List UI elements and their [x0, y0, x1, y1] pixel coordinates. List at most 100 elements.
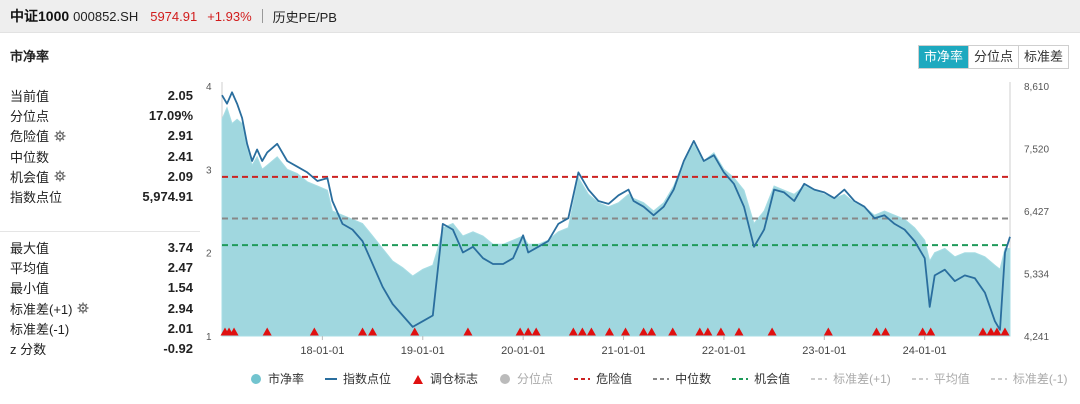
- breadcrumb[interactable]: 历史PE/PB: [272, 9, 337, 25]
- stat-label-wrap: 标准差(+1): [10, 299, 89, 318]
- legend-dash-icon: [990, 377, 1007, 380]
- rebalance-marker: [621, 327, 631, 336]
- stat-value: 2.01: [167, 320, 193, 336]
- tab-std-dev[interactable]: 标准差: [1018, 46, 1069, 68]
- stat-label: z 分数: [10, 342, 47, 358]
- index-line-series: [221, 91, 1011, 331]
- gear-icon[interactable]: [54, 130, 66, 142]
- stat-value: 2.09: [167, 168, 193, 184]
- rebalance-marker: [531, 327, 541, 336]
- x-tick-label: 22-01-01: [702, 345, 746, 357]
- rebalance-marker: [918, 327, 928, 336]
- legend-item[interactable]: 调仓标志: [412, 370, 478, 387]
- stats-panel-current: 当前值 2.05 分位点 17.09% 危险值 2.91 中位数 2.41 机会…: [0, 85, 200, 207]
- stat-row-std-minus: 标准差(-1) 2.01: [0, 318, 200, 338]
- rebalance-marker: [639, 327, 649, 336]
- stats-divider: [0, 231, 200, 232]
- rebalance-marker: [992, 327, 1002, 336]
- stat-row-z-score: z 分数 -0.92: [0, 338, 200, 358]
- stat-value: -0.92: [163, 341, 193, 357]
- stats-panel-distribution: 最大值 3.74 平均值 2.47 最小值 1.54 标准差(+1) 2.94 …: [0, 237, 200, 359]
- y-tick-label-right: 7,520: [1024, 145, 1049, 156]
- rebalance-marker: [881, 327, 891, 336]
- rebalance-marker: [695, 327, 705, 336]
- stat-label: 当前值: [10, 88, 50, 104]
- legend-item[interactable]: 市净率: [250, 370, 304, 387]
- index-name: 中证1000: [10, 8, 70, 24]
- legend-label: 中位数: [675, 372, 712, 386]
- stat-row-danger: 危险值 2.91: [0, 126, 200, 146]
- legend-dash-icon: [653, 377, 670, 380]
- stat-value: 2.91: [167, 128, 193, 144]
- rebalance-marker: [229, 327, 239, 336]
- rebalance-marker: [767, 327, 777, 336]
- stat-row-index-level: 指数点位 5,974.91: [0, 186, 200, 206]
- stat-value: 1.54: [167, 280, 193, 296]
- stat-row-max: 最大值 3.74: [0, 237, 200, 257]
- legend-label: 调仓标志: [430, 372, 479, 386]
- x-tick-label: 24-01-01: [903, 345, 947, 357]
- stat-label-wrap: 机会值: [10, 167, 66, 186]
- rebalance-marker: [586, 327, 596, 336]
- index-price: 5974.91: [150, 8, 198, 24]
- legend-triangle-icon: [413, 374, 424, 384]
- rebalance-marker: [523, 327, 533, 336]
- legend-item[interactable]: 指数点位: [325, 370, 391, 387]
- rebalance-marker: [871, 327, 881, 336]
- legend-item[interactable]: 标准差(+1): [811, 370, 891, 387]
- rebalance-marker: [978, 327, 988, 336]
- stat-value: 2.47: [167, 259, 193, 275]
- section-title: 市净率: [10, 49, 50, 64]
- stat-row-median: 中位数 2.41: [0, 146, 200, 166]
- stat-row-current: 当前值 2.05: [0, 85, 200, 105]
- x-tick-label: 23-01-01: [802, 345, 846, 357]
- y-tick-label-left: 2: [206, 249, 212, 260]
- y-tick-label-right: 8,610: [1024, 82, 1049, 93]
- legend-label: 平均值: [933, 372, 970, 386]
- rebalance-marker: [926, 327, 936, 336]
- legend-item[interactable]: 分位点: [499, 370, 553, 387]
- rebalance-marker: [568, 327, 578, 336]
- rebalance-marker: [823, 327, 833, 336]
- legend-label: 分位点: [517, 372, 554, 386]
- stat-value: 2.05: [167, 87, 193, 103]
- chart-legend: 市净率 指数点位 调仓标志 分位点 危险值 中位数 机会值 标准差(+1) 平均值 标准差(-1): [250, 370, 1080, 387]
- legend-dash-icon: [732, 377, 749, 380]
- rebalance-marker: [309, 327, 319, 336]
- legend-item[interactable]: 机会值: [732, 370, 790, 387]
- metric-tabs: 市净率 分位点 标准差: [918, 45, 1070, 69]
- x-tick-label: 18-01-01: [300, 345, 344, 357]
- y-tick-label-left: 3: [206, 165, 212, 176]
- tab-pb[interactable]: 市净率: [919, 46, 969, 68]
- legend-item[interactable]: 标准差(-1): [990, 370, 1067, 387]
- legend-item[interactable]: 危险值: [574, 370, 632, 387]
- legend-item[interactable]: 平均值: [911, 370, 970, 387]
- rebalance-marker: [577, 327, 587, 336]
- gear-icon[interactable]: [77, 302, 89, 314]
- index-header: 中证1000 000852.SH 5974.91 +1.93% 历史PE/PB: [0, 0, 1080, 33]
- y-tick-label-right: 5,334: [1024, 270, 1049, 281]
- legend-item[interactable]: 中位数: [653, 370, 711, 387]
- stat-row-std-plus: 标准差(+1) 2.94: [0, 298, 200, 318]
- legend-dash-icon: [911, 377, 928, 380]
- stat-value: 17.09%: [148, 107, 193, 123]
- x-tick-label: 20-01-01: [501, 345, 545, 357]
- stat-label-wrap: 危险值: [10, 126, 66, 145]
- rebalance-marker: [647, 327, 657, 336]
- rebalance-marker: [703, 327, 713, 336]
- stat-value: 2.41: [167, 148, 193, 164]
- legend-label: 标准差(+1): [833, 372, 891, 386]
- gear-icon[interactable]: [54, 170, 66, 182]
- stat-value: 2.94: [167, 300, 193, 316]
- x-tick-label: 19-01-01: [401, 345, 445, 357]
- tab-percentile[interactable]: 分位点: [968, 46, 1019, 68]
- legend-label: 机会值: [754, 372, 791, 386]
- legend-label: 市净率: [268, 372, 305, 386]
- stat-label: 最小值: [10, 281, 50, 297]
- y-tick-label-right: 4,241: [1024, 332, 1049, 343]
- legend-dot-icon: [251, 373, 261, 384]
- stat-label: 分位点: [10, 108, 50, 124]
- stat-row-mean: 平均值 2.47: [0, 257, 200, 277]
- rebalance-marker: [463, 327, 473, 336]
